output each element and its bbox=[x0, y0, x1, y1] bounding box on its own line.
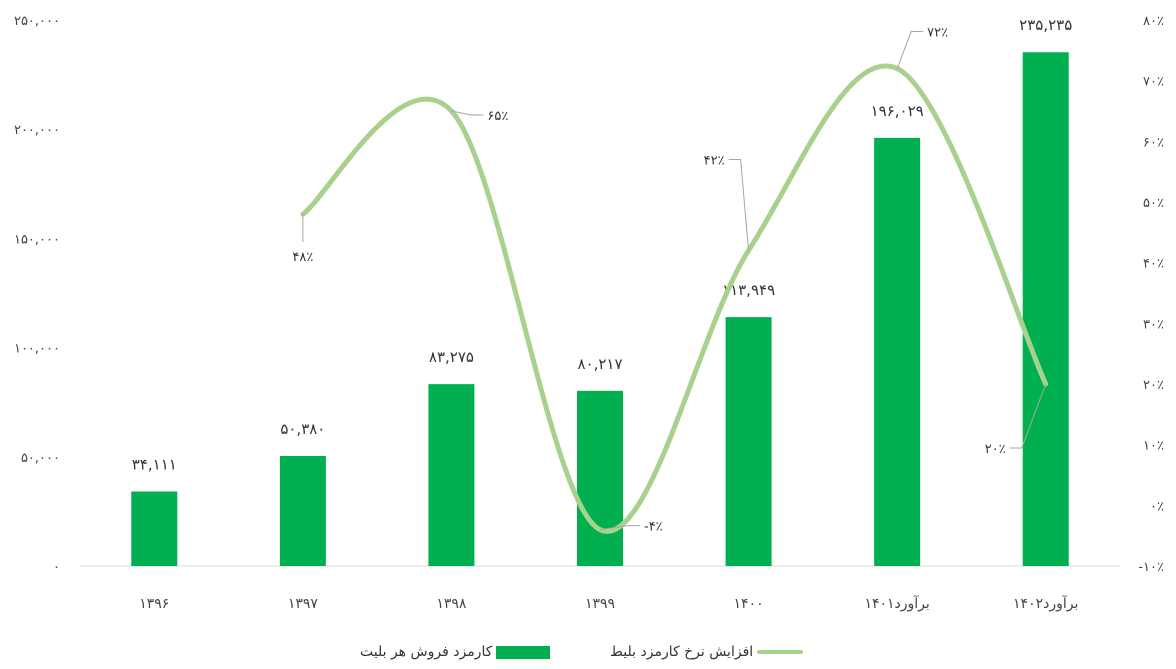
y-right-tick-label: ۰٪ bbox=[1150, 499, 1164, 514]
bar-value-label: ۳۴,۱۱۱ bbox=[132, 456, 177, 474]
y-left-tick-label: ۱۵۰,۰۰۰ bbox=[14, 232, 60, 247]
x-category-label: ۱۳۹۶ bbox=[139, 596, 169, 612]
bar bbox=[428, 384, 475, 566]
bar bbox=[131, 491, 178, 566]
bar bbox=[279, 455, 326, 566]
y-right-tick-label: ۷۰٪ bbox=[1143, 75, 1164, 90]
bar bbox=[1022, 52, 1069, 566]
bar bbox=[725, 317, 772, 566]
x-category-label: ۱۳۹۷ bbox=[288, 596, 319, 612]
y-right-tick-label: ۲۰٪ bbox=[1143, 378, 1164, 393]
line-series-path bbox=[300, 63, 1049, 534]
y-right-tick-label: ۶۰٪ bbox=[1143, 135, 1164, 150]
bar bbox=[874, 137, 921, 566]
bar-value-label: ۱۱۳,۹۴۹ bbox=[722, 281, 775, 299]
line-point-label: ۴۲٪ bbox=[704, 154, 725, 169]
line-label-leader bbox=[1009, 383, 1047, 449]
bar-value-label: ۸۰,۲۱۷ bbox=[577, 355, 622, 373]
x-category-label: ۱۴۰۲برآورد bbox=[1013, 595, 1078, 612]
line-point-label: ۴۸٪ bbox=[292, 250, 313, 265]
line-point-label: ۷۲٪ bbox=[927, 26, 948, 41]
line-label-leader bbox=[728, 159, 750, 251]
bar-value-label: ۸۳,۲۷۵ bbox=[429, 348, 474, 366]
y-left-tick-label: ۵۰,۰۰۰ bbox=[21, 451, 60, 466]
y-right-tick-label: ۴۰٪ bbox=[1143, 257, 1164, 272]
line-label-leader bbox=[451, 110, 484, 116]
y-left-tick-label: ۲۰۰,۰۰۰ bbox=[14, 123, 60, 138]
y-right-tick-label: ۳۰٪ bbox=[1143, 317, 1164, 332]
x-category-label: ۱۳۹۸ bbox=[436, 596, 467, 612]
legend-label-line: افزایش نرخ کارمزد بلیط bbox=[610, 644, 754, 660]
line-label-leader bbox=[896, 31, 924, 69]
y-left-tick-label: ۱۰۰,۰۰۰ bbox=[14, 342, 60, 357]
bar-value-label: ۵۰,۳۸۰ bbox=[280, 420, 325, 438]
line-label-leader bbox=[599, 525, 640, 531]
legend-swatch-bar bbox=[496, 645, 551, 659]
line-point-label: ۶۵٪ bbox=[487, 109, 508, 124]
chart-legend: کارمزد فروش هر بلیت افزایش نرخ کارمزد بل… bbox=[0, 640, 1176, 664]
bar bbox=[577, 390, 623, 566]
y-left-tick-label: ۲۵۰,۰۰۰ bbox=[14, 14, 60, 29]
bar-value-label: ۱۹۶,۰۲۹ bbox=[871, 102, 924, 120]
x-category-label: ۱۳۹۹ bbox=[585, 596, 615, 612]
x-category-label: ۱۴۰۱برآورد bbox=[864, 595, 929, 612]
legend-label-bars: کارمزد فروش هر بلیت bbox=[360, 644, 493, 660]
bar-value-label: ۲۳۵,۲۳۵ bbox=[1019, 16, 1072, 34]
y-right-tick-label: ۸۰٪ bbox=[1143, 14, 1164, 29]
y-left-tick-label: ۰ bbox=[53, 560, 60, 575]
line-point-label: ۲۰٪ bbox=[985, 442, 1006, 457]
line-point-label: -۴٪ bbox=[644, 520, 663, 535]
y-right-tick-label: -۱۰٪ bbox=[1138, 560, 1164, 575]
legend-swatch-line bbox=[757, 650, 804, 654]
y-right-tick-label: ۱۰٪ bbox=[1143, 439, 1164, 454]
legend-item-line: افزایش نرخ کارمزد بلیط bbox=[610, 640, 804, 664]
x-category-label: ۱۴۰۰ bbox=[734, 596, 764, 612]
y-right-tick-label: ۵۰٪ bbox=[1143, 196, 1164, 211]
legend-item-bars: کارمزد فروش هر بلیت bbox=[360, 640, 551, 664]
